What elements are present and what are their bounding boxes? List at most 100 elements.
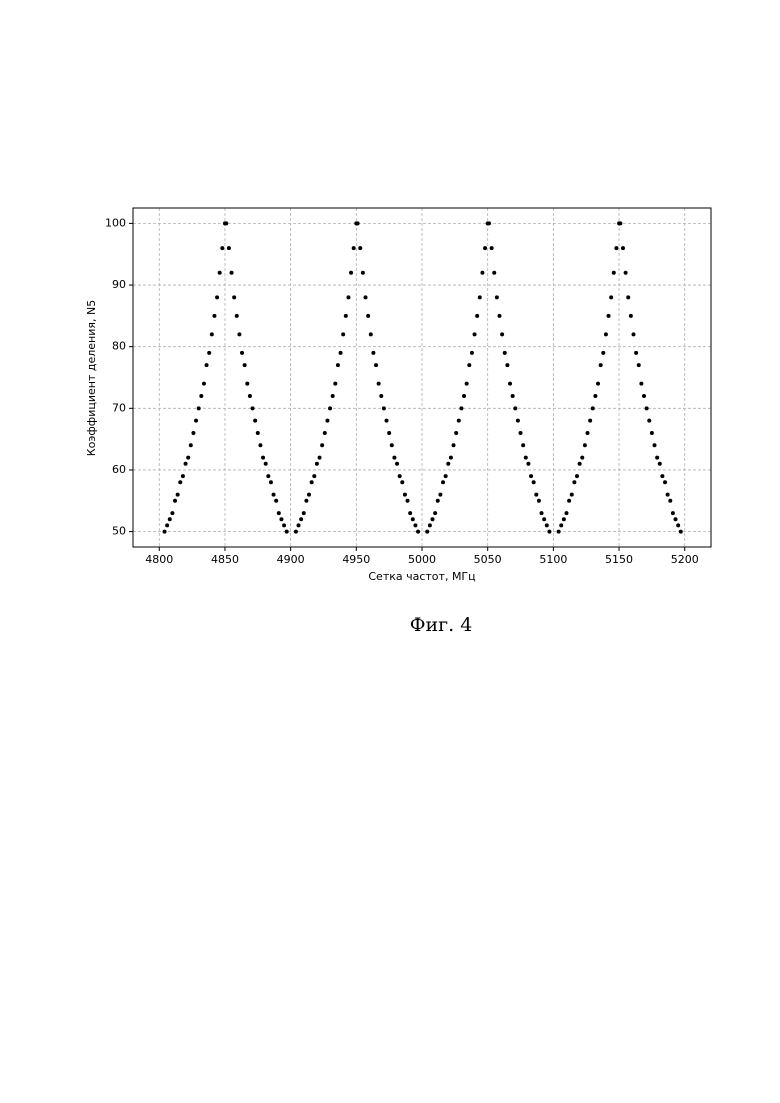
point xyxy=(245,382,249,386)
point xyxy=(387,431,391,435)
point xyxy=(431,517,435,521)
point xyxy=(237,332,241,336)
point xyxy=(168,517,172,521)
point xyxy=(400,480,404,484)
point xyxy=(251,406,255,410)
point xyxy=(637,363,641,367)
point xyxy=(668,499,672,503)
point xyxy=(178,480,182,484)
point xyxy=(224,221,228,225)
point xyxy=(647,419,651,423)
point xyxy=(366,314,370,318)
point xyxy=(264,462,268,466)
point xyxy=(614,246,618,250)
point xyxy=(248,394,252,398)
point xyxy=(258,443,262,447)
point xyxy=(184,462,188,466)
point xyxy=(189,443,193,447)
background xyxy=(0,0,780,1103)
point xyxy=(521,443,525,447)
point xyxy=(173,499,177,503)
point xyxy=(540,511,544,515)
x-tick-label: 4800 xyxy=(145,553,173,566)
point xyxy=(500,332,504,336)
point xyxy=(483,246,487,250)
point xyxy=(459,406,463,410)
point xyxy=(364,295,368,299)
point xyxy=(572,480,576,484)
point xyxy=(272,493,276,497)
point xyxy=(285,530,289,534)
x-tick-label: 4950 xyxy=(342,553,370,566)
point xyxy=(529,474,533,478)
point xyxy=(446,462,450,466)
x-tick-label: 5200 xyxy=(671,553,699,566)
point xyxy=(609,295,613,299)
point xyxy=(503,351,507,355)
point xyxy=(671,511,675,515)
point xyxy=(467,363,471,367)
point xyxy=(532,480,536,484)
point xyxy=(374,363,378,367)
point xyxy=(428,523,432,527)
point xyxy=(642,394,646,398)
point xyxy=(676,523,680,527)
point xyxy=(663,480,667,484)
point xyxy=(390,443,394,447)
point xyxy=(653,443,657,447)
point xyxy=(261,456,265,460)
point xyxy=(197,406,201,410)
point xyxy=(631,332,635,336)
point xyxy=(411,517,415,521)
point xyxy=(591,406,595,410)
point xyxy=(490,246,494,250)
y-tick-label: 100 xyxy=(105,216,126,229)
point xyxy=(274,499,278,503)
point xyxy=(256,431,260,435)
point xyxy=(170,511,174,515)
point xyxy=(361,271,365,275)
point xyxy=(511,394,515,398)
page: Сетка частот, МГц Коэффициент деления, N… xyxy=(0,0,780,1103)
point xyxy=(658,462,662,466)
point xyxy=(516,419,520,423)
point xyxy=(588,419,592,423)
point xyxy=(191,431,195,435)
point xyxy=(559,523,563,527)
point xyxy=(205,363,209,367)
point xyxy=(666,493,670,497)
point xyxy=(473,332,477,336)
point xyxy=(508,382,512,386)
point xyxy=(495,295,499,299)
point xyxy=(583,443,587,447)
point xyxy=(580,456,584,460)
point xyxy=(352,246,356,250)
point xyxy=(336,363,340,367)
point xyxy=(215,295,219,299)
point xyxy=(534,493,538,497)
point xyxy=(277,511,281,515)
point xyxy=(385,419,389,423)
point xyxy=(232,295,236,299)
point xyxy=(406,499,410,503)
point xyxy=(526,462,530,466)
point xyxy=(660,474,664,478)
point xyxy=(674,517,678,521)
point xyxy=(202,382,206,386)
point xyxy=(304,499,308,503)
point xyxy=(542,517,546,521)
point xyxy=(392,456,396,460)
point xyxy=(519,431,523,435)
point xyxy=(302,511,306,515)
point xyxy=(371,351,375,355)
point xyxy=(165,523,169,527)
point xyxy=(475,314,479,318)
point xyxy=(621,246,625,250)
point xyxy=(505,363,509,367)
point xyxy=(626,295,630,299)
point xyxy=(408,511,412,515)
x-tick-label: 5150 xyxy=(605,553,633,566)
point xyxy=(333,382,337,386)
point xyxy=(253,419,257,423)
point xyxy=(557,530,561,534)
